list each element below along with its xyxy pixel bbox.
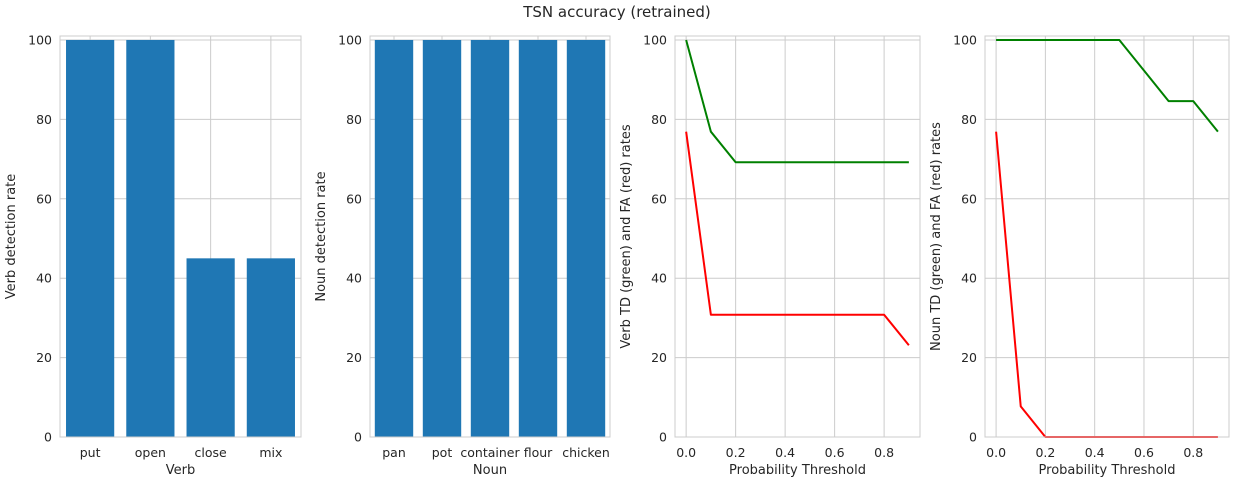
x-tick-label: chicken xyxy=(562,445,610,460)
bar-container xyxy=(470,39,510,437)
y-tick-label: 0 xyxy=(44,430,52,445)
y-axis-label: Verb TD (green) and FA (red) rates xyxy=(619,124,634,348)
plot-frame xyxy=(984,35,1230,438)
bar-mix xyxy=(246,258,295,437)
y-tick-label: 40 xyxy=(961,271,977,286)
x-tick-label: put xyxy=(80,445,101,460)
bar-open xyxy=(126,39,175,437)
x-tick-label: open xyxy=(135,445,166,460)
x-axis-label: Probability Threshold xyxy=(1039,463,1176,478)
x-axis-label: Verb xyxy=(166,463,195,478)
y-tick-label: 40 xyxy=(651,271,667,286)
chart-panel-2: 0 20 40 60 80 100 pan pot container flour chicken N… xyxy=(314,32,611,478)
x-tick-label: flour xyxy=(524,445,553,460)
x-axis-label: Noun xyxy=(473,463,507,478)
y-tick-label: 0 xyxy=(969,430,977,445)
plot-frame xyxy=(674,35,921,438)
chart-panel-1: 0 20 40 60 80 100 put open close mix Verb Verb dete… xyxy=(4,32,302,478)
y-tick-label: 80 xyxy=(346,112,362,127)
y-tick-label: 60 xyxy=(961,191,977,206)
chart-panel-4: 0 20 40 60 80 100 0.0 0.2 0.4 0.6 0.8 Probability T… xyxy=(929,32,1230,478)
series-line-green xyxy=(685,39,909,164)
y-tick-label: 100 xyxy=(953,32,977,47)
x-axis-label: Probability Threshold xyxy=(729,463,866,478)
x-tick-label: 0.8 xyxy=(874,445,894,460)
y-axis-label: Noun detection rate xyxy=(314,171,329,301)
y-tick-label: 20 xyxy=(961,350,977,365)
y-tick-label: 100 xyxy=(643,32,667,47)
bar-pot xyxy=(422,39,462,437)
x-tick-label: 0.8 xyxy=(1183,445,1203,460)
y-tick-label: 20 xyxy=(36,350,52,365)
x-tick-label: 0.4 xyxy=(1085,445,1105,460)
y-tick-label: 20 xyxy=(346,350,362,365)
x-tick-label: 0.2 xyxy=(1035,445,1055,460)
y-tick-label: 80 xyxy=(36,112,52,127)
x-tick-label: 0.6 xyxy=(1134,445,1154,460)
x-tick-label: 0.2 xyxy=(726,445,746,460)
y-axis-label: Noun TD (green) and FA (red) rates xyxy=(929,122,944,351)
series-line-red xyxy=(685,131,910,346)
y-axis-label: Verb detection rate xyxy=(4,174,19,300)
bar-chicken xyxy=(566,39,606,437)
y-tick-label: 80 xyxy=(651,112,667,127)
y-tick-label: 100 xyxy=(28,32,52,47)
x-tick-label: 0.4 xyxy=(775,445,795,460)
y-tick-label: 0 xyxy=(354,430,362,445)
x-tick-label: 0.6 xyxy=(825,445,845,460)
x-tick-label: pot xyxy=(432,445,453,460)
figure-title: TSN accuracy (retrained) xyxy=(522,3,711,21)
y-tick-label: 80 xyxy=(961,112,977,127)
y-tick-label: 60 xyxy=(346,191,362,206)
plot-frame xyxy=(59,35,302,438)
bar-put xyxy=(66,39,115,437)
y-tick-label: 40 xyxy=(36,271,52,286)
series-line-red xyxy=(995,131,1218,438)
y-tick-label: 0 xyxy=(659,430,667,445)
x-tick-label: pan xyxy=(382,445,406,460)
bar-pan xyxy=(374,39,414,437)
bar-flour xyxy=(518,39,558,437)
x-tick-label: close xyxy=(195,445,228,460)
x-tick-label: mix xyxy=(259,445,282,460)
y-tick-label: 60 xyxy=(651,191,667,206)
x-tick-label: 0.0 xyxy=(986,445,1006,460)
x-tick-label: container xyxy=(460,445,520,460)
bar-close xyxy=(186,258,235,437)
chart-panel-3: 0 20 40 60 80 100 0.0 0.2 0.4 0.6 0.8 Probability T… xyxy=(619,32,921,478)
y-tick-label: 60 xyxy=(36,191,52,206)
plot-frame xyxy=(369,35,611,438)
series-line-green xyxy=(996,38,1219,133)
y-tick-label: 40 xyxy=(346,271,362,286)
y-tick-label: 100 xyxy=(338,32,362,47)
x-tick-label: 0.0 xyxy=(676,445,696,460)
y-tick-label: 20 xyxy=(651,350,667,365)
